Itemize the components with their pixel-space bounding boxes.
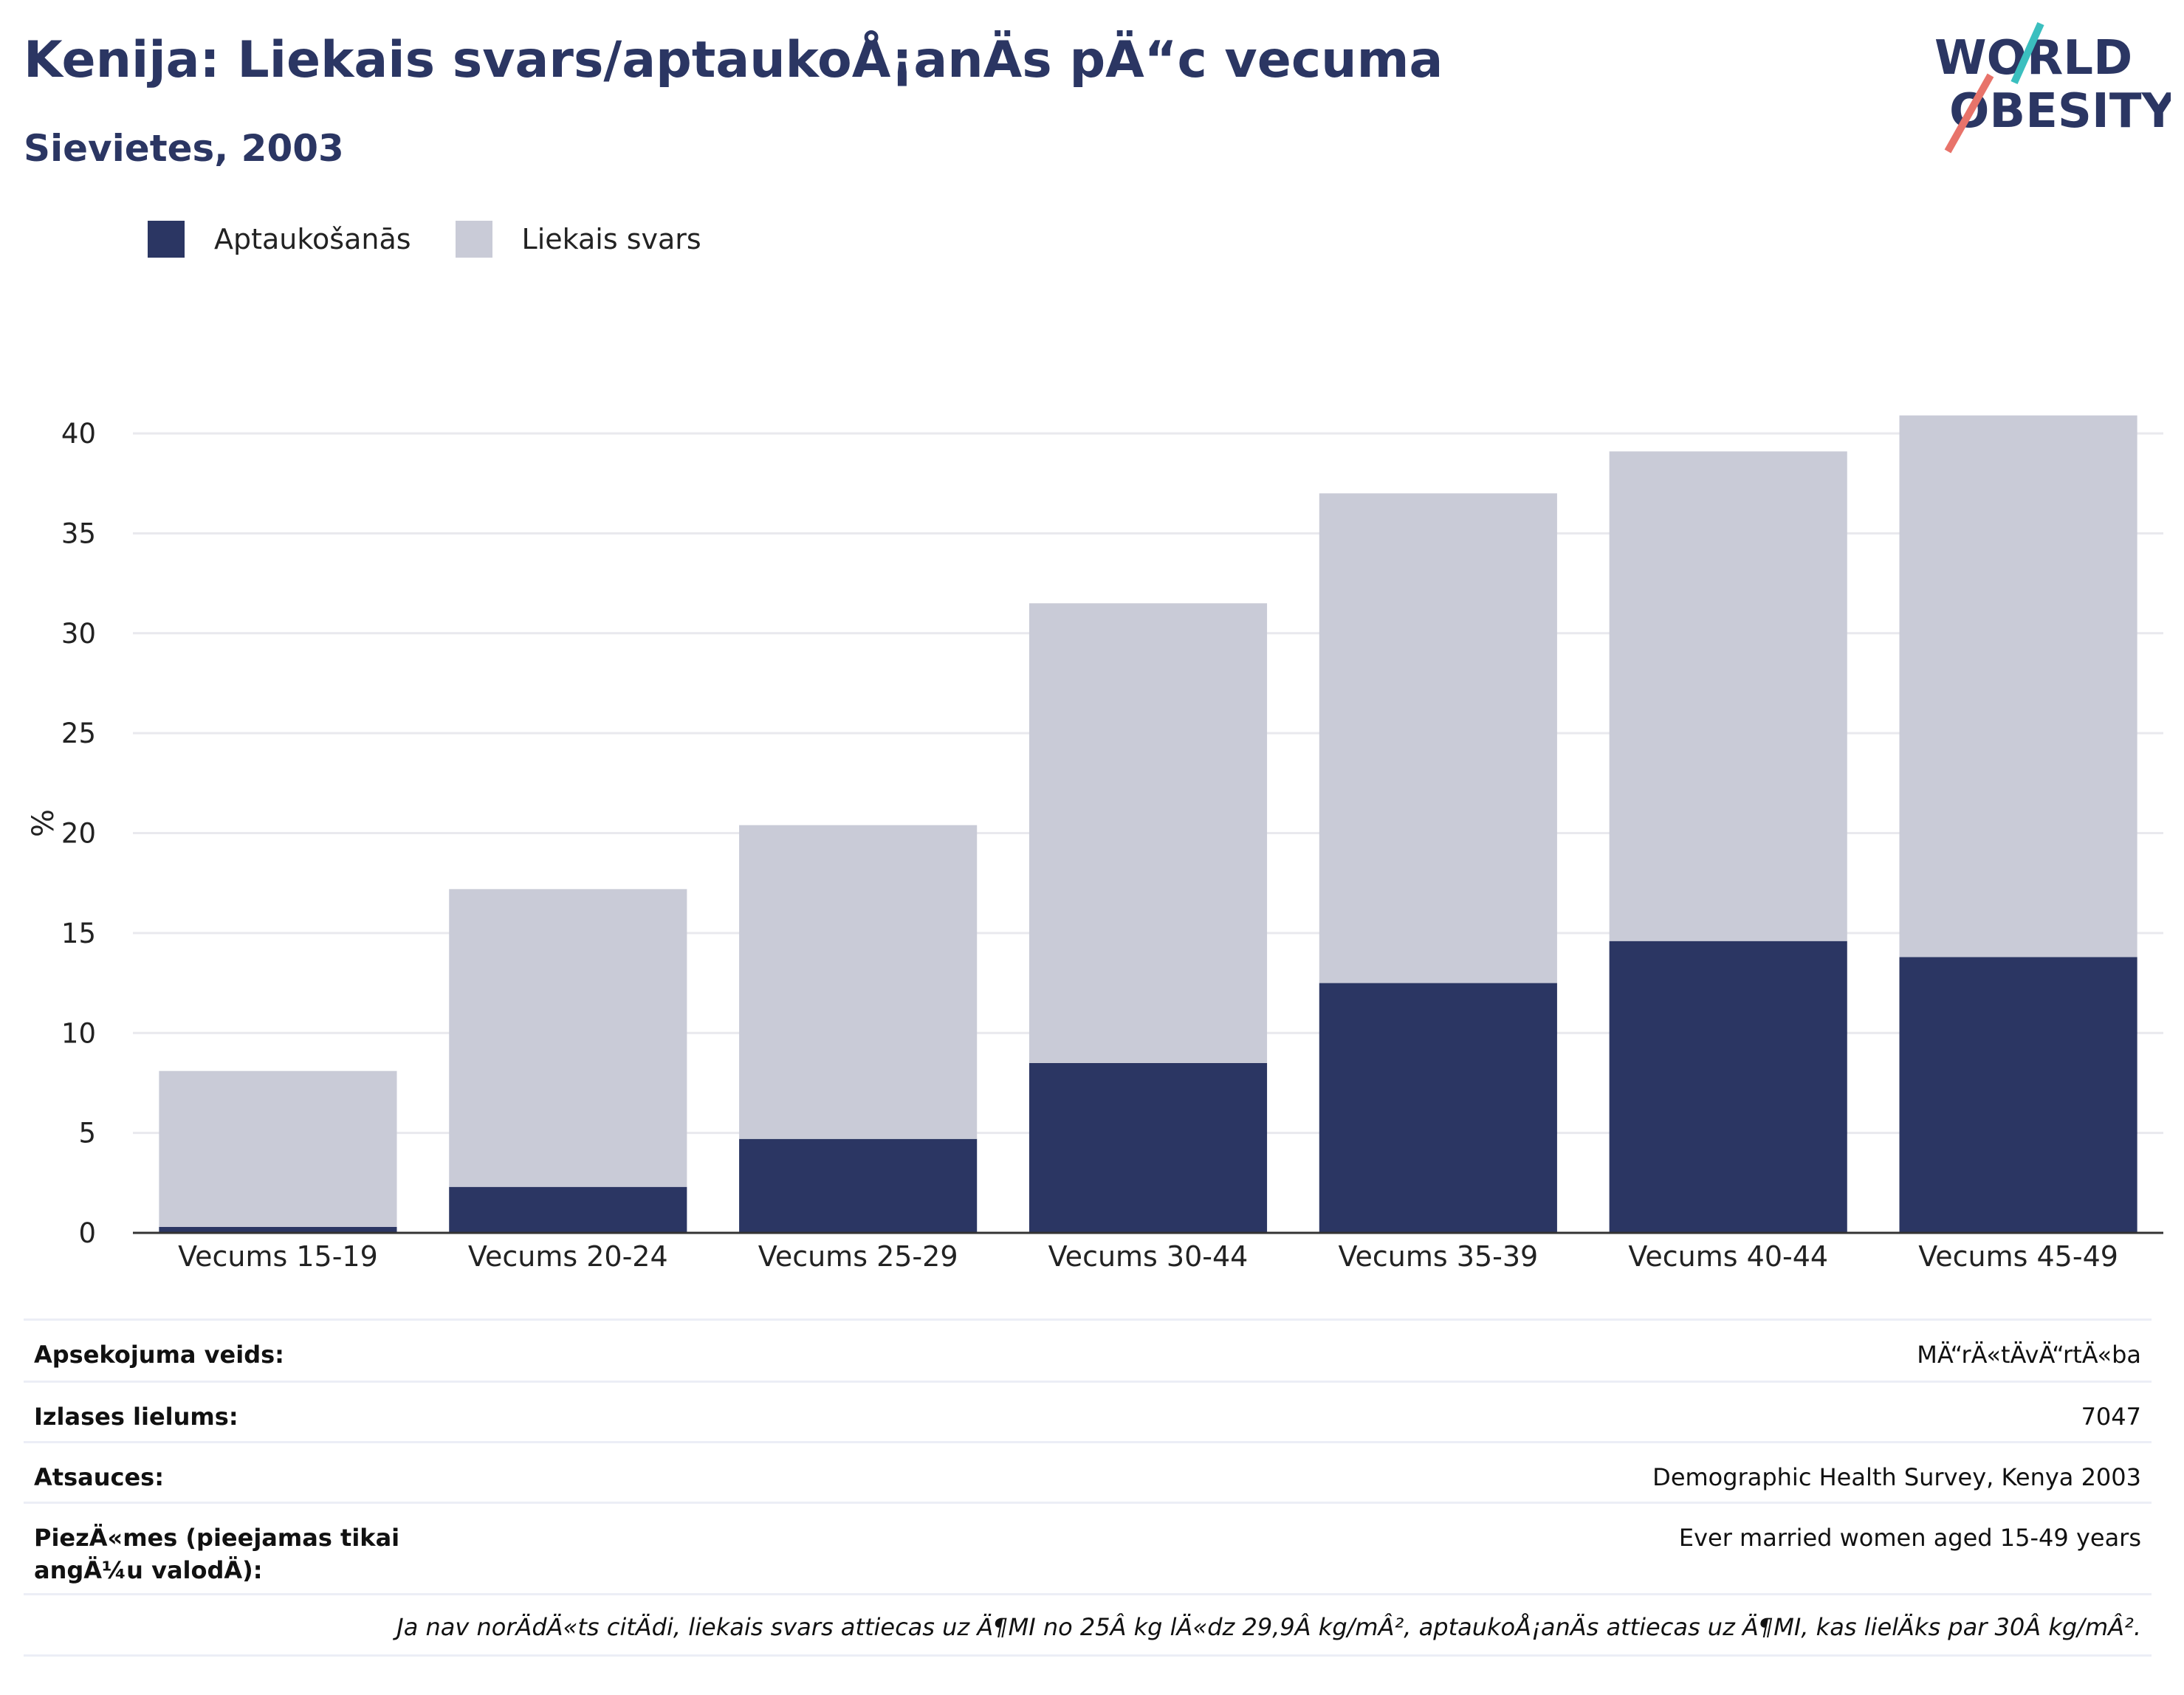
y-tick-label: 5 [78, 1118, 96, 1149]
bar-overweight [449, 889, 687, 1187]
legend-swatch-obesity [148, 221, 185, 258]
info-table: Apsekojuma veids: MÄ“rÄ«tÄvÄ“rtÄ«ba Izla… [24, 1318, 2152, 1657]
bar-obesity [1899, 957, 2137, 1233]
y-tick-label: 15 [61, 918, 96, 949]
chart-title: Kenija: Liekais svars/aptaukoÅ¡anÄs pÄ“c… [24, 31, 1443, 89]
bar-overweight [1609, 451, 1847, 941]
info-key-references: Atsauces: [34, 1463, 164, 1491]
definition-footnote: Ja nav norÄdÄ«ts citÄdi, liekais svars a… [24, 1593, 2152, 1657]
x-tick-label: Vecums 15-19 [178, 1240, 378, 1273]
info-row-survey-type: Apsekojuma veids: MÄ“rÄ«tÄvÄ“rtÄ«ba [24, 1318, 2152, 1381]
y-tick-label: 20 [61, 818, 96, 850]
legend-swatch-overweight [455, 221, 492, 258]
x-tick-label: Vecums 35-39 [1338, 1240, 1538, 1273]
bar-overweight [1029, 603, 1268, 1063]
legend-label-obesity: Aptaukošanās [214, 223, 411, 255]
info-key-notes: PiezÄ«mes (pieejamas tikai angÄ¼u valodÄ… [34, 1524, 400, 1584]
info-row-references: Atsauces: Demographic Health Survey, Ken… [24, 1441, 2152, 1502]
y-tick-label: 0 [78, 1217, 96, 1249]
legend-item-overweight: Liekais svars [455, 221, 701, 258]
info-value-references: Demographic Health Survey, Kenya 2003 [1652, 1463, 2141, 1491]
x-tick-label: Vecums 30-44 [1048, 1240, 1249, 1273]
chart-legend: Aptaukošanās Liekais svars [148, 217, 746, 261]
logo-slash-coral [1944, 73, 1994, 154]
x-tick-label: Vecums 45-49 [1918, 1240, 2118, 1273]
bar-obesity [1319, 983, 1557, 1233]
info-key-survey-type: Apsekojuma veids: [34, 1341, 284, 1369]
logo-slash-teal [2010, 21, 2044, 85]
info-row-sample-size: Izlases lielums: 7047 [24, 1381, 2152, 1441]
world-obesity-logo: WORLD OBESITY [1934, 21, 2171, 154]
y-tick-label: 30 [61, 618, 96, 650]
y-tick-label: 10 [61, 1017, 96, 1049]
stacked-bar-chart: 0 5 10 15 20 25 30 35 40% Vecums 15-19 Vecums 20-2… [27, 415, 2163, 1273]
x-tick-label: Vecums 40-44 [1628, 1240, 1828, 1273]
info-value-notes: Ever married women aged 15-49 years [1678, 1524, 2141, 1552]
y-axis-label: % [27, 809, 61, 837]
bar-overweight [1319, 493, 1557, 983]
bar-obesity [159, 1226, 397, 1233]
bar-obesity [449, 1186, 687, 1233]
info-value-sample-size: 7047 [2081, 1403, 2141, 1431]
logo-text-obesity: OBESITY [1949, 84, 2171, 139]
legend-item-obesity: Aptaukošanās [148, 221, 411, 258]
chart-subtitle: Sievietes, 2003 [24, 127, 344, 170]
x-tick-label: Vecums 25-29 [758, 1240, 958, 1273]
y-tick-label: 25 [61, 718, 96, 749]
info-value-survey-type: MÄ“rÄ«tÄvÄ“rtÄ«ba [1917, 1341, 2141, 1369]
x-tick-label: Vecums 20-24 [468, 1240, 668, 1273]
y-tick-label: 40 [61, 418, 96, 450]
bar-obesity [1609, 941, 1847, 1233]
bar-overweight [159, 1070, 397, 1227]
y-tick-label: 35 [61, 518, 96, 549]
legend-label-overweight: Liekais svars [521, 223, 701, 255]
info-row-notes: PiezÄ«mes (pieejamas tikai angÄ¼u valodÄ… [24, 1502, 2152, 1593]
bar-obesity [739, 1138, 978, 1233]
bar-overweight [1899, 415, 2137, 957]
bar-obesity [1029, 1062, 1268, 1233]
info-key-sample-size: Izlases lielums: [34, 1403, 238, 1431]
bar-overweight [739, 825, 978, 1139]
